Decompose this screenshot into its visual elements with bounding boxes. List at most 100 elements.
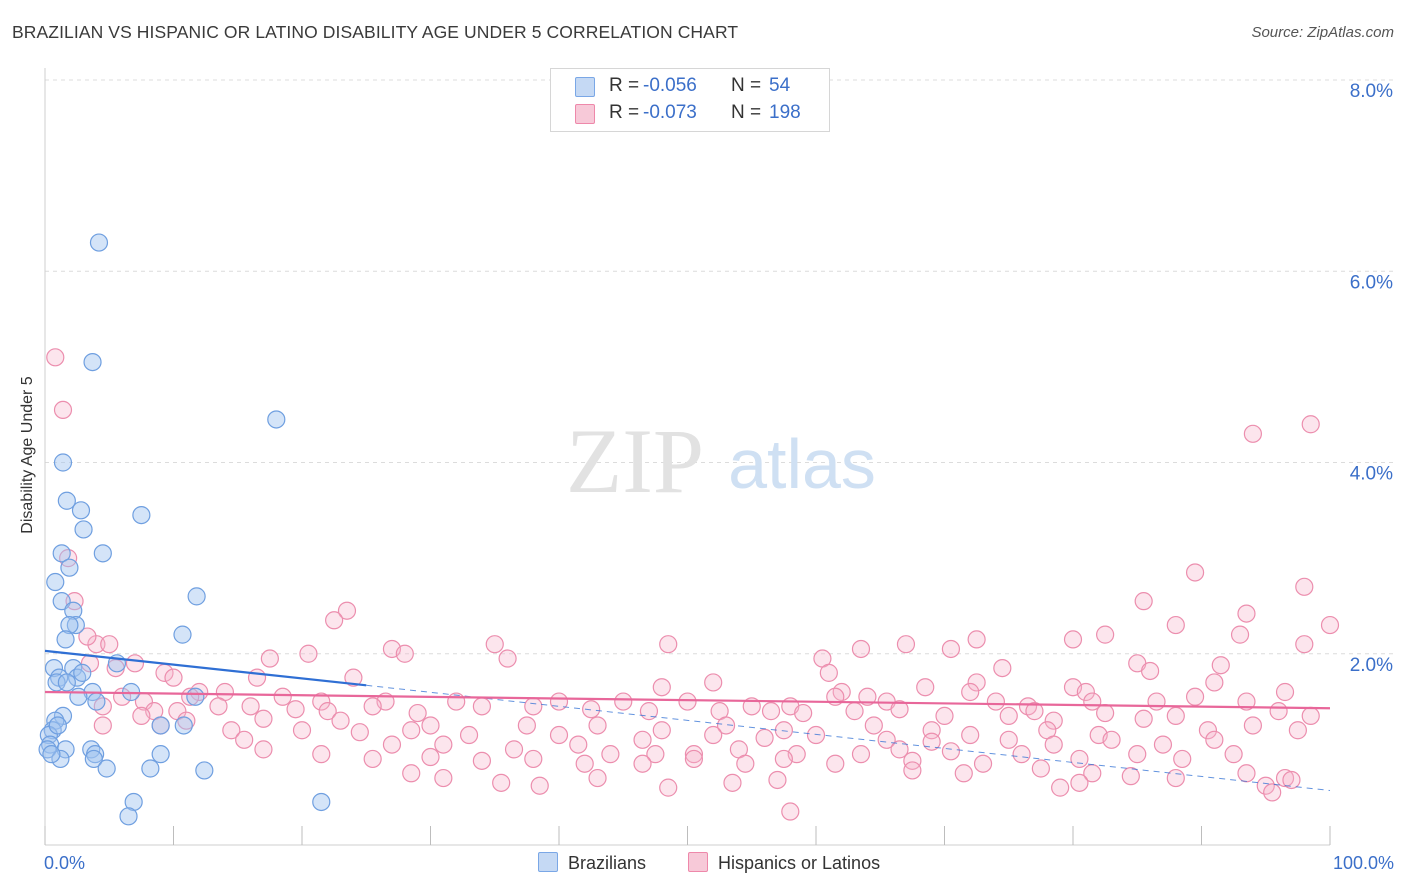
- hispanic-point: [1282, 770, 1301, 790]
- hispanic-point: [434, 735, 453, 754]
- hispanic-point: [1096, 625, 1115, 644]
- hispanic-point: [1044, 711, 1063, 730]
- brazilian-point: [52, 544, 71, 563]
- hispanic-point: [363, 697, 382, 716]
- brazilian-point: [48, 716, 67, 735]
- hispanic-point: [986, 692, 1006, 711]
- hispanic-point: [877, 730, 896, 749]
- hispanic-point: [93, 716, 112, 735]
- hispanic-point: [993, 658, 1012, 678]
- bottom-legend-label: Hispanics or Latinos: [718, 853, 881, 873]
- hispanic-point: [1243, 424, 1263, 443]
- hispanic-point: [652, 678, 671, 697]
- hispanic-point: [1128, 745, 1147, 764]
- brazilian-point: [195, 761, 214, 780]
- correlation-legend: R = -0.056 N = 54 R = -0.073 N = 198: [550, 68, 830, 132]
- hispanic-point: [575, 754, 594, 773]
- hispanic-point: [646, 745, 665, 764]
- brazilian-point: [73, 663, 92, 682]
- brazilian-point: [312, 792, 331, 812]
- hispanic-point: [408, 703, 427, 723]
- hispanic-point: [1256, 776, 1275, 795]
- legend-r-label: R =: [609, 102, 640, 123]
- hispanic-point: [851, 745, 871, 764]
- hispanic-point: [999, 730, 1018, 749]
- hispanic-point: [1237, 604, 1256, 623]
- hispanic-point: [716, 716, 736, 735]
- hispanic-point: [652, 721, 671, 740]
- series-brazilians-points: [38, 233, 331, 826]
- brazilian-point: [151, 716, 170, 735]
- hispanic-point: [922, 732, 941, 751]
- brazilian-point: [89, 233, 109, 252]
- hispanic-point: [1134, 709, 1153, 728]
- hispanic-point: [1166, 615, 1185, 635]
- brazilian-point: [119, 807, 138, 826]
- hispanic-point: [768, 770, 787, 790]
- trend-line-brazilians-extension: [366, 684, 1331, 791]
- hispanic-point: [1263, 783, 1282, 802]
- brazilian-point: [69, 687, 88, 706]
- hispanic-point: [1288, 721, 1307, 740]
- hispanic-point: [1275, 682, 1295, 702]
- hispanic-point: [794, 703, 813, 723]
- hispanic-point: [181, 687, 200, 706]
- brazilian-point: [97, 759, 116, 778]
- x-tick-label-max: 100.0%: [1332, 853, 1394, 873]
- hispanic-point: [916, 678, 935, 697]
- hispanic-point: [903, 751, 922, 770]
- brazilian-point: [84, 749, 103, 769]
- hispanic-point: [819, 663, 838, 682]
- hispanic-point: [286, 700, 305, 719]
- hispanic-point: [299, 644, 318, 663]
- hispanic-point: [1301, 415, 1320, 434]
- hispanic-point: [961, 725, 980, 745]
- hispanic-point: [890, 740, 909, 759]
- hispanic-point: [1076, 682, 1095, 702]
- hispanic-point: [312, 745, 331, 764]
- hispanic-point: [1025, 702, 1044, 721]
- hispanic-point: [1224, 745, 1243, 764]
- brazilian-point: [56, 740, 75, 759]
- hispanic-point: [781, 802, 800, 821]
- hispanic-point: [601, 745, 620, 764]
- hispanic-point: [588, 768, 607, 788]
- brazilian-point: [93, 544, 112, 563]
- hispanic-point: [402, 764, 421, 783]
- hispanic-point: [1012, 745, 1031, 764]
- hispanic-point: [1237, 764, 1256, 783]
- hispanic-point: [498, 649, 517, 668]
- hispanic-point: [1295, 635, 1314, 654]
- brazilian-point: [57, 491, 76, 510]
- hispanic-point: [1205, 673, 1224, 692]
- brazilian-point: [46, 572, 65, 592]
- y-tick-label: 2.0%: [1350, 655, 1393, 676]
- hispanic-point: [485, 635, 504, 654]
- brazilian-point: [44, 658, 64, 678]
- hispanic-point: [318, 702, 337, 721]
- hispanic-point: [434, 768, 453, 788]
- hispanic-point: [344, 668, 363, 687]
- hispanic-point: [1301, 706, 1320, 726]
- hispanic-point: [125, 654, 145, 673]
- hispanic-point: [177, 711, 196, 730]
- hispanic-point: [1320, 615, 1340, 635]
- brazilian-point: [187, 587, 206, 606]
- brazilian-point: [42, 745, 61, 764]
- brazilian-point: [141, 759, 160, 778]
- hispanic-point: [164, 668, 183, 687]
- hispanic-point: [845, 702, 864, 721]
- brazilian-point: [64, 601, 83, 620]
- legend-r-value: -0.073: [643, 102, 697, 123]
- hispanic-point: [761, 702, 781, 721]
- hispanic-point: [659, 635, 678, 654]
- hispanic-point: [678, 692, 697, 711]
- hispanic-point: [1153, 735, 1173, 754]
- hispanic-point: [1031, 759, 1050, 778]
- trend-line-brazilians: [44, 649, 367, 687]
- y-tick-labels: 2.0% 4.0% 6.0% 8.0%: [1350, 81, 1393, 676]
- brazilian-point: [74, 520, 93, 539]
- bottom-legend-label: Brazilians: [568, 853, 647, 873]
- hispanic-point: [235, 730, 254, 749]
